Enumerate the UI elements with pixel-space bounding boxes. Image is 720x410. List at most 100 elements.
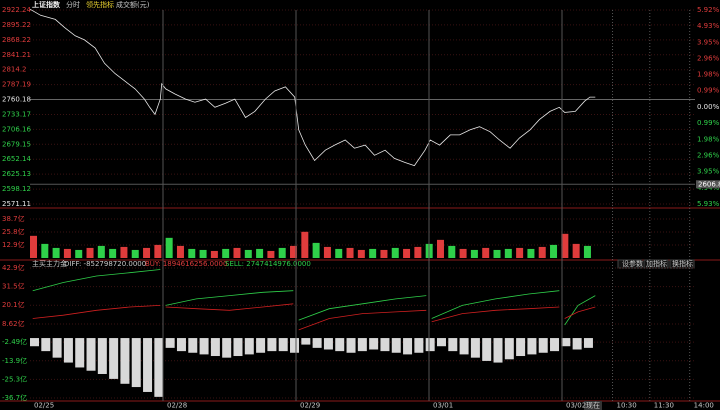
volume-bar (516, 247, 524, 258)
diff-bar (256, 338, 266, 353)
diff-bar (448, 338, 458, 352)
button[interactable] (643, 259, 669, 269)
y-tick-label: 42.9亿 (2, 263, 25, 272)
button-label[interactable]: 换指标 (672, 259, 693, 268)
volume-bar (86, 247, 94, 258)
volume-bar (188, 248, 196, 258)
indicator-name: 主买主力金 (32, 259, 67, 268)
y-tick-label: 25.8亿 (2, 227, 25, 236)
diff-bar (30, 338, 39, 347)
tab[interactable]: 分时 (66, 0, 80, 9)
x-tick-label: 10:30 (617, 402, 637, 410)
diff-bar (335, 338, 345, 352)
y2-tick-label: 1.98% (697, 135, 720, 143)
y2-tick-label: 5.92% (697, 6, 720, 14)
y2-tick-label: 3.95% (697, 168, 720, 176)
diff-bar (391, 338, 401, 353)
cursor-button-label[interactable]: 现在 (586, 401, 600, 410)
y-tick-label: 8.62亿 (2, 319, 25, 328)
diff-bar (414, 338, 424, 353)
index-title: 上证指数 (32, 0, 61, 9)
y-tick-label: 38.7亿 (2, 214, 25, 223)
diff-bar (583, 338, 593, 348)
diff-bar (301, 338, 311, 345)
diff-bar (312, 338, 322, 348)
x-tick-label: 03/02 (566, 402, 586, 410)
diff-bar (527, 338, 537, 355)
volume-bar (290, 245, 298, 258)
price-line (29, 8, 596, 167)
diff-bar (357, 338, 367, 352)
volume-bar (312, 242, 320, 258)
diff-bar (482, 338, 492, 361)
diff-bar (561, 338, 571, 347)
y2-tick-label: 0.99% (697, 119, 720, 127)
sell-readout: SELL: 2747414976.0000 (225, 260, 311, 268)
volume-bar (346, 247, 354, 258)
diff-bar (199, 338, 209, 355)
volume-bar (154, 244, 162, 258)
button-label[interactable]: 加指标 (646, 259, 667, 268)
x-tick-label: 02/25 (34, 402, 54, 410)
volume-bar (380, 249, 388, 258)
volume-bar (550, 244, 558, 258)
y-tick-label: 2679.15 (2, 140, 31, 148)
diff-readout: DIFF: -852798720.0000 (64, 260, 146, 268)
y-tick-label: 2895.22 (2, 21, 31, 29)
volume-bar (97, 245, 105, 258)
diff-bar (346, 338, 356, 353)
y-tick-label: -25.3亿 (2, 374, 27, 383)
y-tick-label: 2598.12 (2, 185, 31, 193)
volume-bar (391, 247, 399, 258)
volume-bar (109, 248, 117, 258)
diff-bar (63, 338, 73, 363)
x-tick-label: 02/28 (167, 402, 187, 410)
volume-bar (131, 249, 139, 258)
diff-bar (109, 338, 119, 379)
diff-bar (143, 338, 153, 392)
diff-bar (323, 338, 333, 350)
diff-bar (120, 338, 130, 384)
volume-bar (538, 246, 546, 258)
volume-bar (561, 233, 569, 258)
diff-bar (572, 338, 582, 350)
volume-bar (278, 247, 286, 258)
volume-bar (52, 247, 60, 258)
y2-tick-label: 5.93% (697, 200, 720, 208)
volume-bar (244, 249, 252, 258)
button-label[interactable]: 设参数 (622, 259, 643, 268)
cursor-label: 2606.8 (698, 180, 720, 188)
volume-bar (199, 249, 207, 258)
volume-bar (323, 246, 331, 258)
tab[interactable]: 领先指标 (86, 0, 114, 9)
diff-bar (493, 338, 503, 363)
volume-bar (210, 250, 218, 258)
y-tick-label: 2625.13 (2, 170, 31, 178)
volume-bar (448, 245, 456, 258)
volume-bar (256, 248, 264, 258)
tab[interactable]: 成交额(元) (116, 0, 150, 9)
diff-bar (425, 338, 435, 352)
diff-bar (41, 338, 51, 352)
diff-bar (154, 338, 164, 397)
y2-tick-label: 3.95% (697, 38, 720, 46)
diff-bar (550, 338, 560, 352)
x-tick-label: 11:30 (654, 402, 674, 410)
diff-bar (131, 338, 141, 388)
indicator-line (32, 303, 596, 331)
diff-bar (210, 338, 220, 357)
volume-bar (41, 243, 49, 258)
diff-bar (504, 338, 514, 360)
diff-bar (470, 338, 480, 358)
volume-bar (267, 250, 275, 258)
diff-bar (233, 338, 243, 357)
diff-bar (52, 338, 62, 358)
volume-bar (583, 245, 591, 258)
volume-bar (357, 249, 365, 258)
y-tick-label: 2787.19 (2, 81, 31, 89)
volume-bar (436, 239, 444, 258)
diff-bar (278, 338, 288, 352)
cursor-button[interactable] (584, 401, 602, 410)
diff-bar (380, 338, 390, 352)
